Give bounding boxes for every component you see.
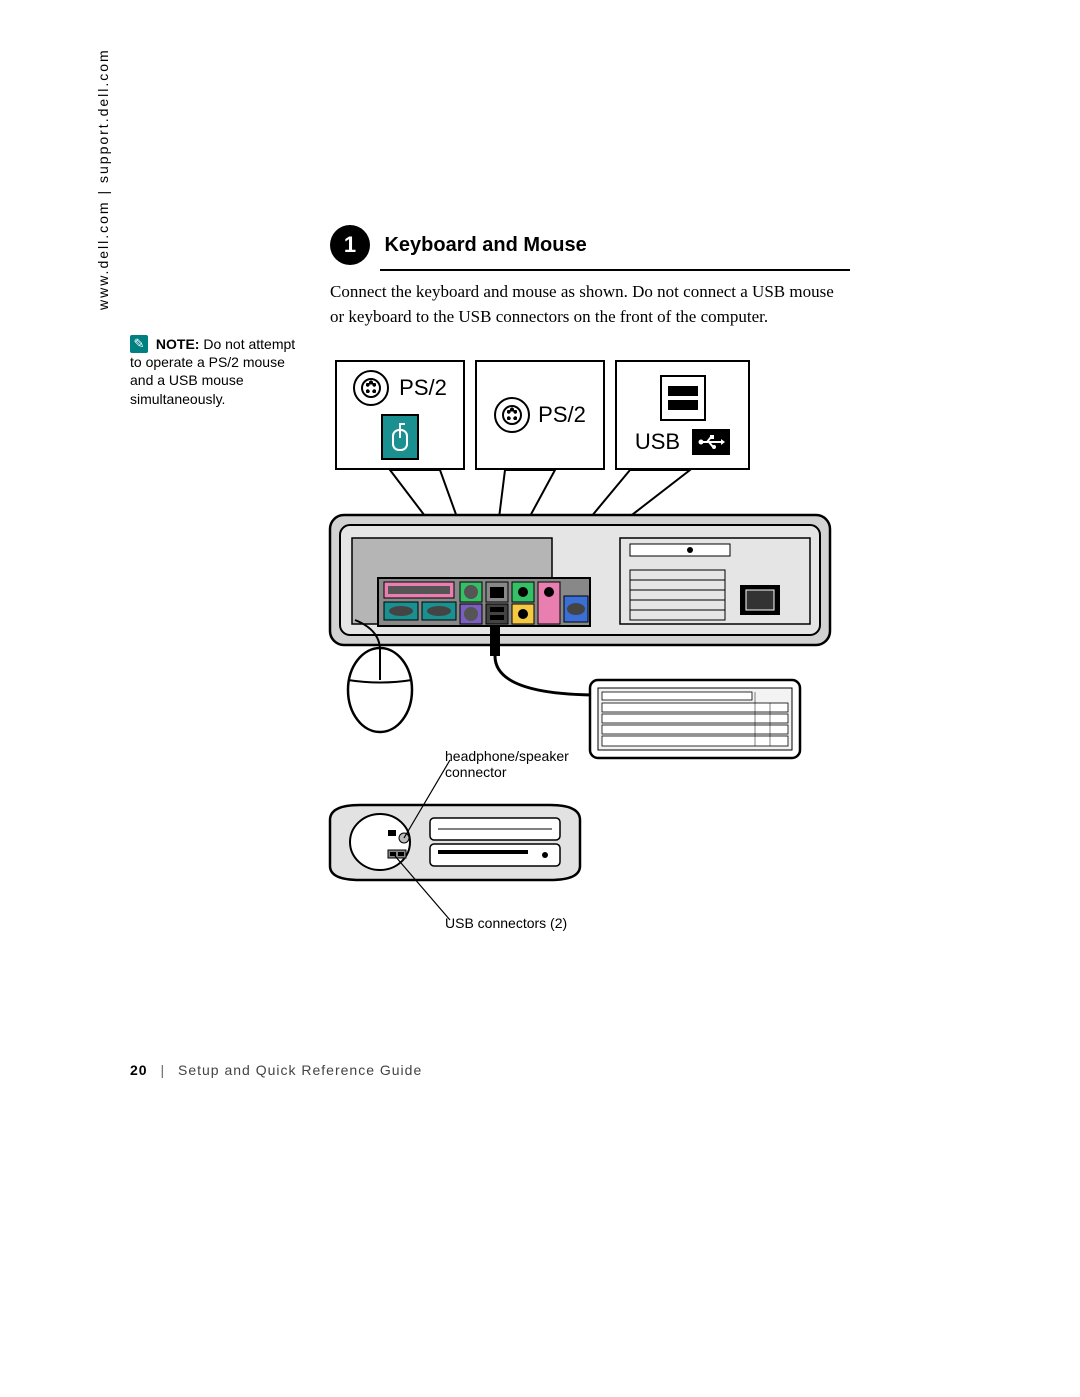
step-number-badge: 1 xyxy=(330,225,370,265)
callout-usb: USB xyxy=(615,360,750,470)
callout-ps2-keyboard: PS/2 xyxy=(475,360,605,470)
usb-ports-icon xyxy=(660,375,706,421)
ps2-port-icon xyxy=(353,370,389,406)
note-label: NOTE: xyxy=(156,336,200,352)
page-footer: 20 | Setup and Quick Reference Guide xyxy=(130,1062,422,1078)
note-text: Do not attempt to operate a PS/2 mouse a… xyxy=(130,336,295,407)
ps2-port-icon xyxy=(494,397,530,433)
setup-diagram xyxy=(330,500,840,940)
footer-page-number: 20 xyxy=(130,1062,148,1078)
footer-title: Setup and Quick Reference Guide xyxy=(178,1062,422,1078)
note-block: ✎ NOTE: Do not attempt to operate a PS/2… xyxy=(130,335,310,408)
footer-separator: | xyxy=(160,1062,165,1078)
step-title: Keyboard and Mouse xyxy=(384,234,586,257)
note-icon: ✎ xyxy=(130,335,148,353)
mouse-icon xyxy=(381,414,419,460)
step-header: 1 Keyboard and Mouse xyxy=(330,225,850,271)
annotation-headphone: headphone/speaker connector xyxy=(445,748,585,780)
callout-usb-label: USB xyxy=(635,429,680,455)
annotation-usb-front: USB connectors (2) xyxy=(445,915,605,931)
body-paragraph: Connect the keyboard and mouse as shown.… xyxy=(330,280,850,329)
callout-ps2-b-label: PS/2 xyxy=(538,402,586,428)
usb-trident-icon xyxy=(692,429,730,455)
callout-ps2-mouse: PS/2 xyxy=(335,360,465,470)
step-rule xyxy=(380,269,850,271)
sidebar-url: www.dell.com | support.dell.com xyxy=(95,48,111,310)
callout-ps2-a-label: PS/2 xyxy=(399,375,447,401)
